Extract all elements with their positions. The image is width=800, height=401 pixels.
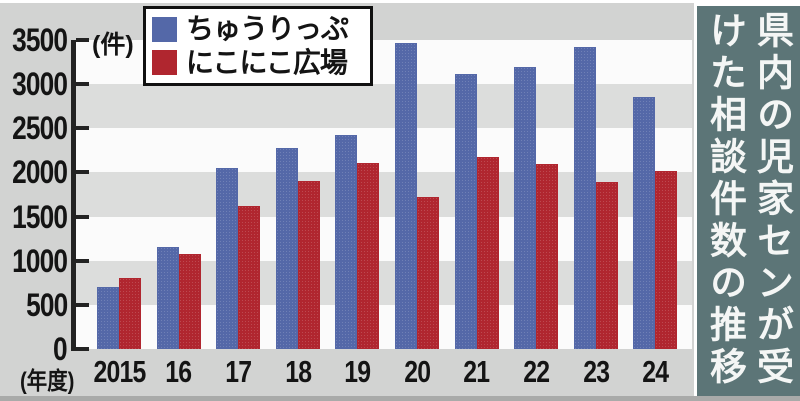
bar-red-23 — [595, 182, 618, 349]
y-axis-label-text: 3500 — [12, 22, 68, 58]
x-axis-label-text: 20 — [403, 354, 431, 389]
bar-blue-17 — [216, 168, 239, 349]
y-axis-label-text: 3000 — [12, 66, 68, 103]
bar-red-17 — [238, 205, 261, 349]
y-axis-label-text: 500 — [25, 286, 68, 323]
bar-blue-23 — [573, 47, 596, 349]
x-axis-label-text: 17 — [225, 354, 252, 389]
x-axis-label-16: 16 — [139, 355, 219, 389]
y-axis-label: 500 — [0, 286, 68, 323]
x-axis-label-20: 20 — [377, 355, 457, 389]
bar-blue-22 — [514, 66, 537, 349]
y-axis-label-text: 0 — [53, 331, 68, 367]
bar-red-20 — [417, 197, 439, 349]
x-axis-label-text: 24 — [642, 354, 669, 389]
x-axis-label-text: 21 — [463, 354, 491, 389]
bar-red-18 — [297, 181, 320, 349]
x-axis-label-23: 23 — [556, 355, 636, 389]
chart-title-column-1: 県内の児家センが受 — [751, 11, 793, 389]
y-axis-tick — [76, 170, 89, 175]
x-axis-label-text: 2015 — [93, 354, 146, 389]
y-axis-label-text: 2500 — [12, 110, 68, 147]
x-axis-label-2015: 2015 — [79, 355, 159, 389]
y-axis-label: 2000 — [0, 154, 68, 191]
legend-swatch-blue — [152, 16, 177, 42]
bar-blue-2015 — [97, 287, 119, 349]
y-axis-tick — [76, 258, 89, 263]
bar-blue-16 — [156, 247, 179, 349]
x-axis-label-text: 16 — [165, 354, 193, 389]
y-axis-line — [71, 40, 76, 351]
bottom-border-strip — [0, 396, 800, 401]
x-axis-label-22: 22 — [496, 355, 576, 389]
y-axis-label: 3000 — [0, 66, 68, 103]
legend-swatch-red — [152, 50, 177, 76]
x-axis-label-text: 18 — [284, 354, 312, 389]
legend-item-0: ちゅうりっぷ — [152, 14, 364, 44]
y-axis-unit-label: (件) — [92, 31, 134, 59]
bar-blue-24 — [633, 96, 656, 349]
y-axis-label: 1500 — [0, 198, 68, 235]
legend-label: にこにこ広場 — [186, 46, 348, 78]
y-axis-tick — [76, 126, 89, 131]
chart-title-column-2: けた相談件数の推移 — [704, 11, 746, 389]
y-axis-label-text: 1000 — [12, 242, 68, 279]
x-axis-label-text: 23 — [582, 354, 610, 389]
bar-blue-18 — [275, 147, 298, 349]
bar-red-22 — [536, 163, 559, 349]
chart-title: 県内の児家センが受 けた相談件数の推移 — [694, 3, 800, 396]
x-axis-label-21: 21 — [437, 355, 517, 389]
y-axis-tick — [76, 347, 89, 351]
plot-area — [76, 40, 692, 349]
bar-blue-21 — [454, 73, 477, 349]
bar-red-2015 — [119, 277, 141, 349]
y-axis-tick — [76, 214, 89, 219]
y-axis-tick — [76, 302, 89, 307]
y-axis-label-text: 1500 — [12, 198, 68, 235]
x-axis-label-text: 19 — [344, 354, 371, 389]
y-axis-label: 1000 — [0, 242, 68, 279]
bar-blue-19 — [335, 135, 358, 349]
y-axis-label: 2500 — [0, 110, 68, 147]
x-axis-label-24: 24 — [615, 355, 695, 389]
x-axis-label-19: 19 — [317, 355, 397, 389]
y-axis-label: 3500 — [0, 22, 68, 58]
bar-red-19 — [357, 162, 380, 349]
y-axis-label: 0 — [0, 331, 68, 367]
x-axis-unit-label: (年度) — [20, 368, 75, 395]
bar-blue-20 — [395, 42, 417, 349]
bar-red-16 — [178, 253, 201, 349]
legend-label: ちゅうりっぷ — [186, 13, 349, 45]
bar-red-24 — [655, 170, 678, 349]
y-axis-label-text: 2000 — [12, 154, 68, 191]
y-axis-tick — [76, 38, 89, 42]
grid-band — [76, 84, 692, 129]
legend: ちゅうりっぷ にこにこ広場 — [143, 6, 373, 86]
bar-red-21 — [476, 157, 499, 349]
y-axis-tick — [76, 82, 89, 87]
x-axis-label-17: 17 — [198, 355, 278, 389]
legend-item-1: にこにこ広場 — [152, 46, 364, 78]
x-axis-label-18: 18 — [258, 355, 338, 389]
x-axis-label-text: 22 — [523, 354, 550, 389]
